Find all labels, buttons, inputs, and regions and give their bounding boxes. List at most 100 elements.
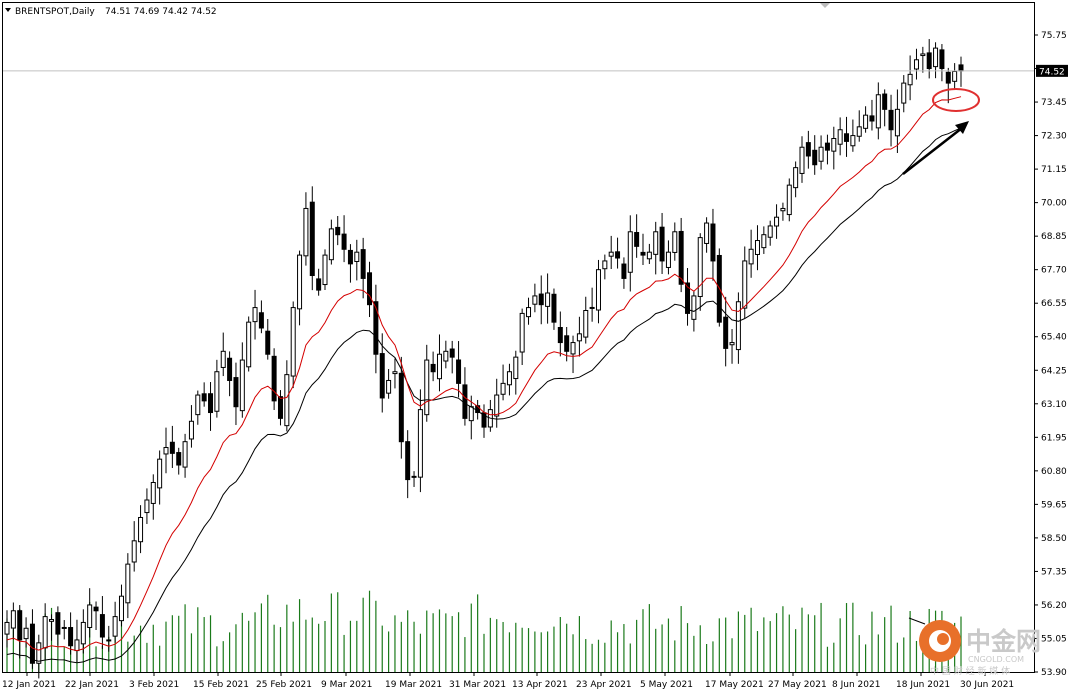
candle-body bbox=[10, 610, 16, 629]
candle-body bbox=[793, 167, 799, 189]
candle-body bbox=[112, 616, 118, 637]
candle-body bbox=[23, 627, 29, 640]
y-tick-label: 55.05 bbox=[1041, 634, 1067, 644]
candle-body bbox=[831, 137, 837, 152]
scroll-marker-icon[interactable] bbox=[820, 3, 830, 8]
candle-body bbox=[246, 321, 252, 368]
candle-body bbox=[271, 355, 277, 402]
candle-body bbox=[627, 231, 633, 273]
candle-body bbox=[933, 47, 939, 68]
candle-body bbox=[678, 230, 684, 285]
x-tick-label: 3 Feb 2021 bbox=[129, 680, 179, 690]
candle-body bbox=[284, 374, 290, 427]
annotation-ellipse bbox=[932, 88, 980, 112]
candle-body bbox=[863, 114, 869, 129]
candle-body bbox=[188, 420, 194, 440]
candle-body bbox=[239, 359, 245, 412]
plot-frame bbox=[2, 2, 1035, 673]
candle-body bbox=[29, 623, 35, 664]
candle-body bbox=[754, 240, 760, 255]
y-tick-label: 64.25 bbox=[1041, 366, 1067, 376]
x-tick-label: 17 May 2021 bbox=[705, 680, 764, 690]
candle-body bbox=[513, 356, 519, 380]
candle-body bbox=[131, 540, 137, 563]
candle-body bbox=[309, 201, 315, 277]
y-tick-label: 61.95 bbox=[1041, 433, 1067, 443]
candle-body bbox=[602, 260, 608, 270]
candle-body bbox=[49, 619, 55, 622]
y-tick-label: 59.65 bbox=[1041, 500, 1067, 510]
candle-body bbox=[894, 108, 900, 137]
candle-body bbox=[920, 53, 926, 57]
candle-body bbox=[761, 234, 767, 249]
candle-body bbox=[742, 260, 748, 309]
candle-body bbox=[939, 49, 945, 70]
x-tick-label: 15 Feb 2021 bbox=[193, 680, 249, 690]
symbol-dropdown-icon[interactable] bbox=[5, 8, 11, 12]
candle-body bbox=[176, 452, 182, 466]
symbol-label[interactable]: BRENTSPOT,Daily bbox=[15, 7, 95, 17]
candle-body bbox=[99, 614, 105, 638]
candle-body bbox=[468, 406, 474, 422]
y-tick-label: 70.00 bbox=[1041, 199, 1067, 209]
y-tick-label: 68.85 bbox=[1041, 232, 1067, 242]
candle-body bbox=[729, 342, 735, 346]
time-axis: 12 Jan 2021 22 Jan 2021 3 Feb 2021 15 Feb 2… bbox=[2, 672, 1014, 690]
candle-body bbox=[583, 309, 589, 338]
candle-body bbox=[233, 377, 239, 408]
candle-body bbox=[812, 149, 818, 166]
candle-body bbox=[36, 642, 42, 664]
candle-body bbox=[297, 254, 303, 310]
candle-body bbox=[646, 251, 652, 260]
candle-body bbox=[907, 73, 913, 86]
candle-body bbox=[958, 64, 964, 72]
candle-body bbox=[74, 639, 80, 652]
candle-body bbox=[277, 396, 283, 419]
y-tick-label: 63.10 bbox=[1041, 400, 1067, 410]
candle-body bbox=[265, 330, 271, 355]
candle-body bbox=[411, 475, 417, 478]
candle-body bbox=[335, 226, 341, 236]
candle-body bbox=[316, 278, 322, 291]
candle-body bbox=[844, 133, 850, 142]
candle-body bbox=[748, 248, 754, 265]
candle-body bbox=[182, 441, 188, 468]
candle-body bbox=[354, 251, 360, 262]
candle-body bbox=[144, 499, 150, 514]
candle-body bbox=[805, 142, 811, 157]
candle-body bbox=[659, 226, 665, 262]
candle-body bbox=[780, 207, 786, 212]
candle-body bbox=[526, 307, 532, 318]
annotations bbox=[902, 88, 980, 625]
candle-body bbox=[220, 350, 226, 368]
candle-body bbox=[685, 282, 691, 314]
annotation-mark bbox=[908, 617, 926, 625]
candle-body bbox=[290, 307, 296, 377]
x-tick-label: 5 May 2021 bbox=[640, 680, 693, 690]
y-tick-label: 58.50 bbox=[1041, 534, 1067, 544]
x-tick-label: 19 Mar 2021 bbox=[385, 680, 442, 690]
candle-body bbox=[4, 621, 10, 635]
candle-body bbox=[208, 393, 214, 414]
candle-body bbox=[87, 604, 93, 628]
candle-body bbox=[500, 382, 506, 395]
candle-body bbox=[799, 146, 805, 174]
candle-body bbox=[449, 348, 455, 358]
watermark-domain: CNGOLD.COM bbox=[968, 655, 1024, 664]
annotation-arrow-head-icon bbox=[955, 121, 969, 134]
candle-body bbox=[17, 610, 23, 641]
candle-body bbox=[157, 458, 163, 489]
candle-body bbox=[214, 371, 220, 412]
candle-body bbox=[704, 222, 710, 244]
candle-body bbox=[443, 350, 449, 362]
candle-body bbox=[341, 233, 347, 250]
candle-body bbox=[672, 231, 678, 253]
candle-body bbox=[786, 184, 792, 216]
candle-body bbox=[55, 612, 61, 635]
candle-body bbox=[125, 563, 131, 604]
candle-body bbox=[640, 251, 646, 256]
candle-body bbox=[595, 269, 601, 311]
candle-body bbox=[653, 231, 659, 255]
